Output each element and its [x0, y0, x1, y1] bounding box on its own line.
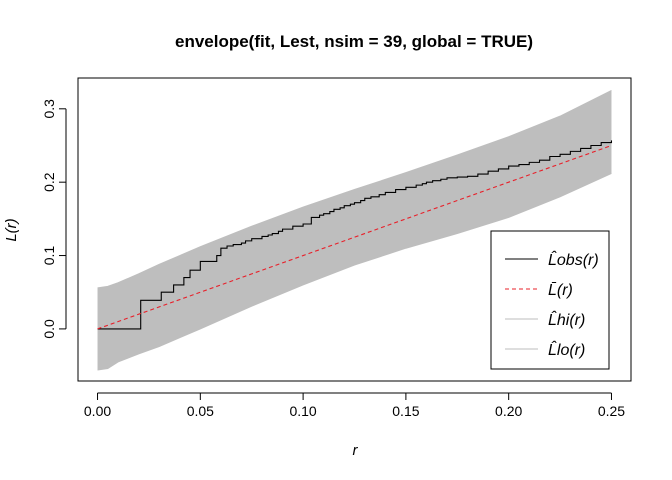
series-obs-line: [97, 140, 613, 330]
envelope-band: [97, 90, 612, 370]
series-layer: [97, 90, 613, 371]
legend: L̂obs(r) L̄(r) L̂hi(r) L̂lo(r): [490, 230, 610, 370]
y-axis-label: L(r): [3, 218, 20, 241]
x-tick-label: 0.05: [187, 403, 214, 419]
plot-frame: [77, 77, 632, 382]
series-lo-line: [97, 172, 612, 371]
x-tick-label: 0.10: [289, 403, 316, 419]
y-tick-label: 0.3: [41, 99, 57, 119]
x-tick-label: 0.15: [392, 403, 419, 419]
y-tick-label: 0.0: [41, 319, 57, 339]
y-axis: 0.0 0.1 0.2 0.3: [41, 99, 67, 339]
legend-label-2: L̂hi(r): [548, 309, 585, 329]
legend-label-0: L̂obs(r): [548, 249, 599, 269]
envelope-band-layer: [97, 90, 612, 370]
x-axis-label: r: [353, 442, 359, 459]
x-tick-label: 0.25: [598, 403, 625, 419]
legend-box: [490, 230, 610, 370]
x-tick-label: 0.20: [495, 403, 522, 419]
chart-title: envelope(fit, Lest, nsim = 39, global = …: [175, 32, 533, 51]
series-hi-line: [97, 90, 612, 289]
legend-label-3: L̂lo(r): [548, 339, 585, 359]
y-tick-label: 0.2: [41, 172, 57, 192]
x-axis: 0.00 0.05 0.10 0.15 0.20 0.25: [84, 392, 625, 419]
x-tick-label: 0.00: [84, 403, 111, 419]
y-tick-label: 0.1: [41, 246, 57, 266]
legend-label-1: L̄(r): [548, 282, 573, 299]
